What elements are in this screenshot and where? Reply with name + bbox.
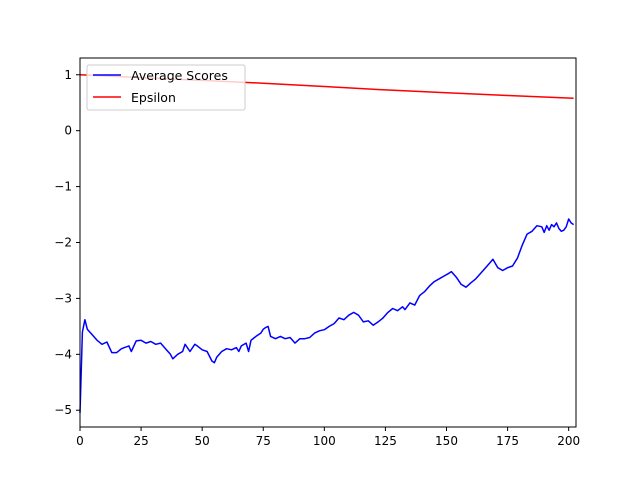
x-tick-label: 100 bbox=[313, 434, 336, 448]
legend: Average Scores Epsilon bbox=[86, 64, 246, 111]
y-tick-label: −5 bbox=[54, 403, 72, 417]
y-tick-label: 1 bbox=[64, 68, 72, 82]
axis-ticks: 0 25 50 75 100 125 150 175 200 1 0 −1 −2 −3 −4 −5 bbox=[54, 68, 580, 448]
y-tick-label: −2 bbox=[54, 236, 72, 250]
legend-box bbox=[86, 64, 246, 111]
y-tick-label: −3 bbox=[54, 291, 72, 305]
x-tick-label: 25 bbox=[133, 434, 148, 448]
y-tick-label: 0 bbox=[64, 124, 72, 138]
y-tick-label: −1 bbox=[54, 180, 72, 194]
legend-label-average-scores: Average Scores bbox=[131, 68, 228, 83]
plot-area bbox=[80, 58, 576, 427]
x-tick-label: 150 bbox=[435, 434, 458, 448]
series-line-average-scores bbox=[79, 218, 575, 414]
x-tick-label: 125 bbox=[374, 434, 397, 448]
x-tick-label: 75 bbox=[256, 434, 271, 448]
legend-label-epsilon: Epsilon bbox=[131, 90, 176, 105]
x-tick-label: 200 bbox=[557, 434, 580, 448]
x-tick-label: 175 bbox=[496, 434, 519, 448]
y-tick-label: −4 bbox=[54, 347, 72, 361]
plot-frame bbox=[79, 57, 577, 428]
x-tick-label: 0 bbox=[76, 434, 84, 448]
x-tick-label: 50 bbox=[195, 434, 210, 448]
